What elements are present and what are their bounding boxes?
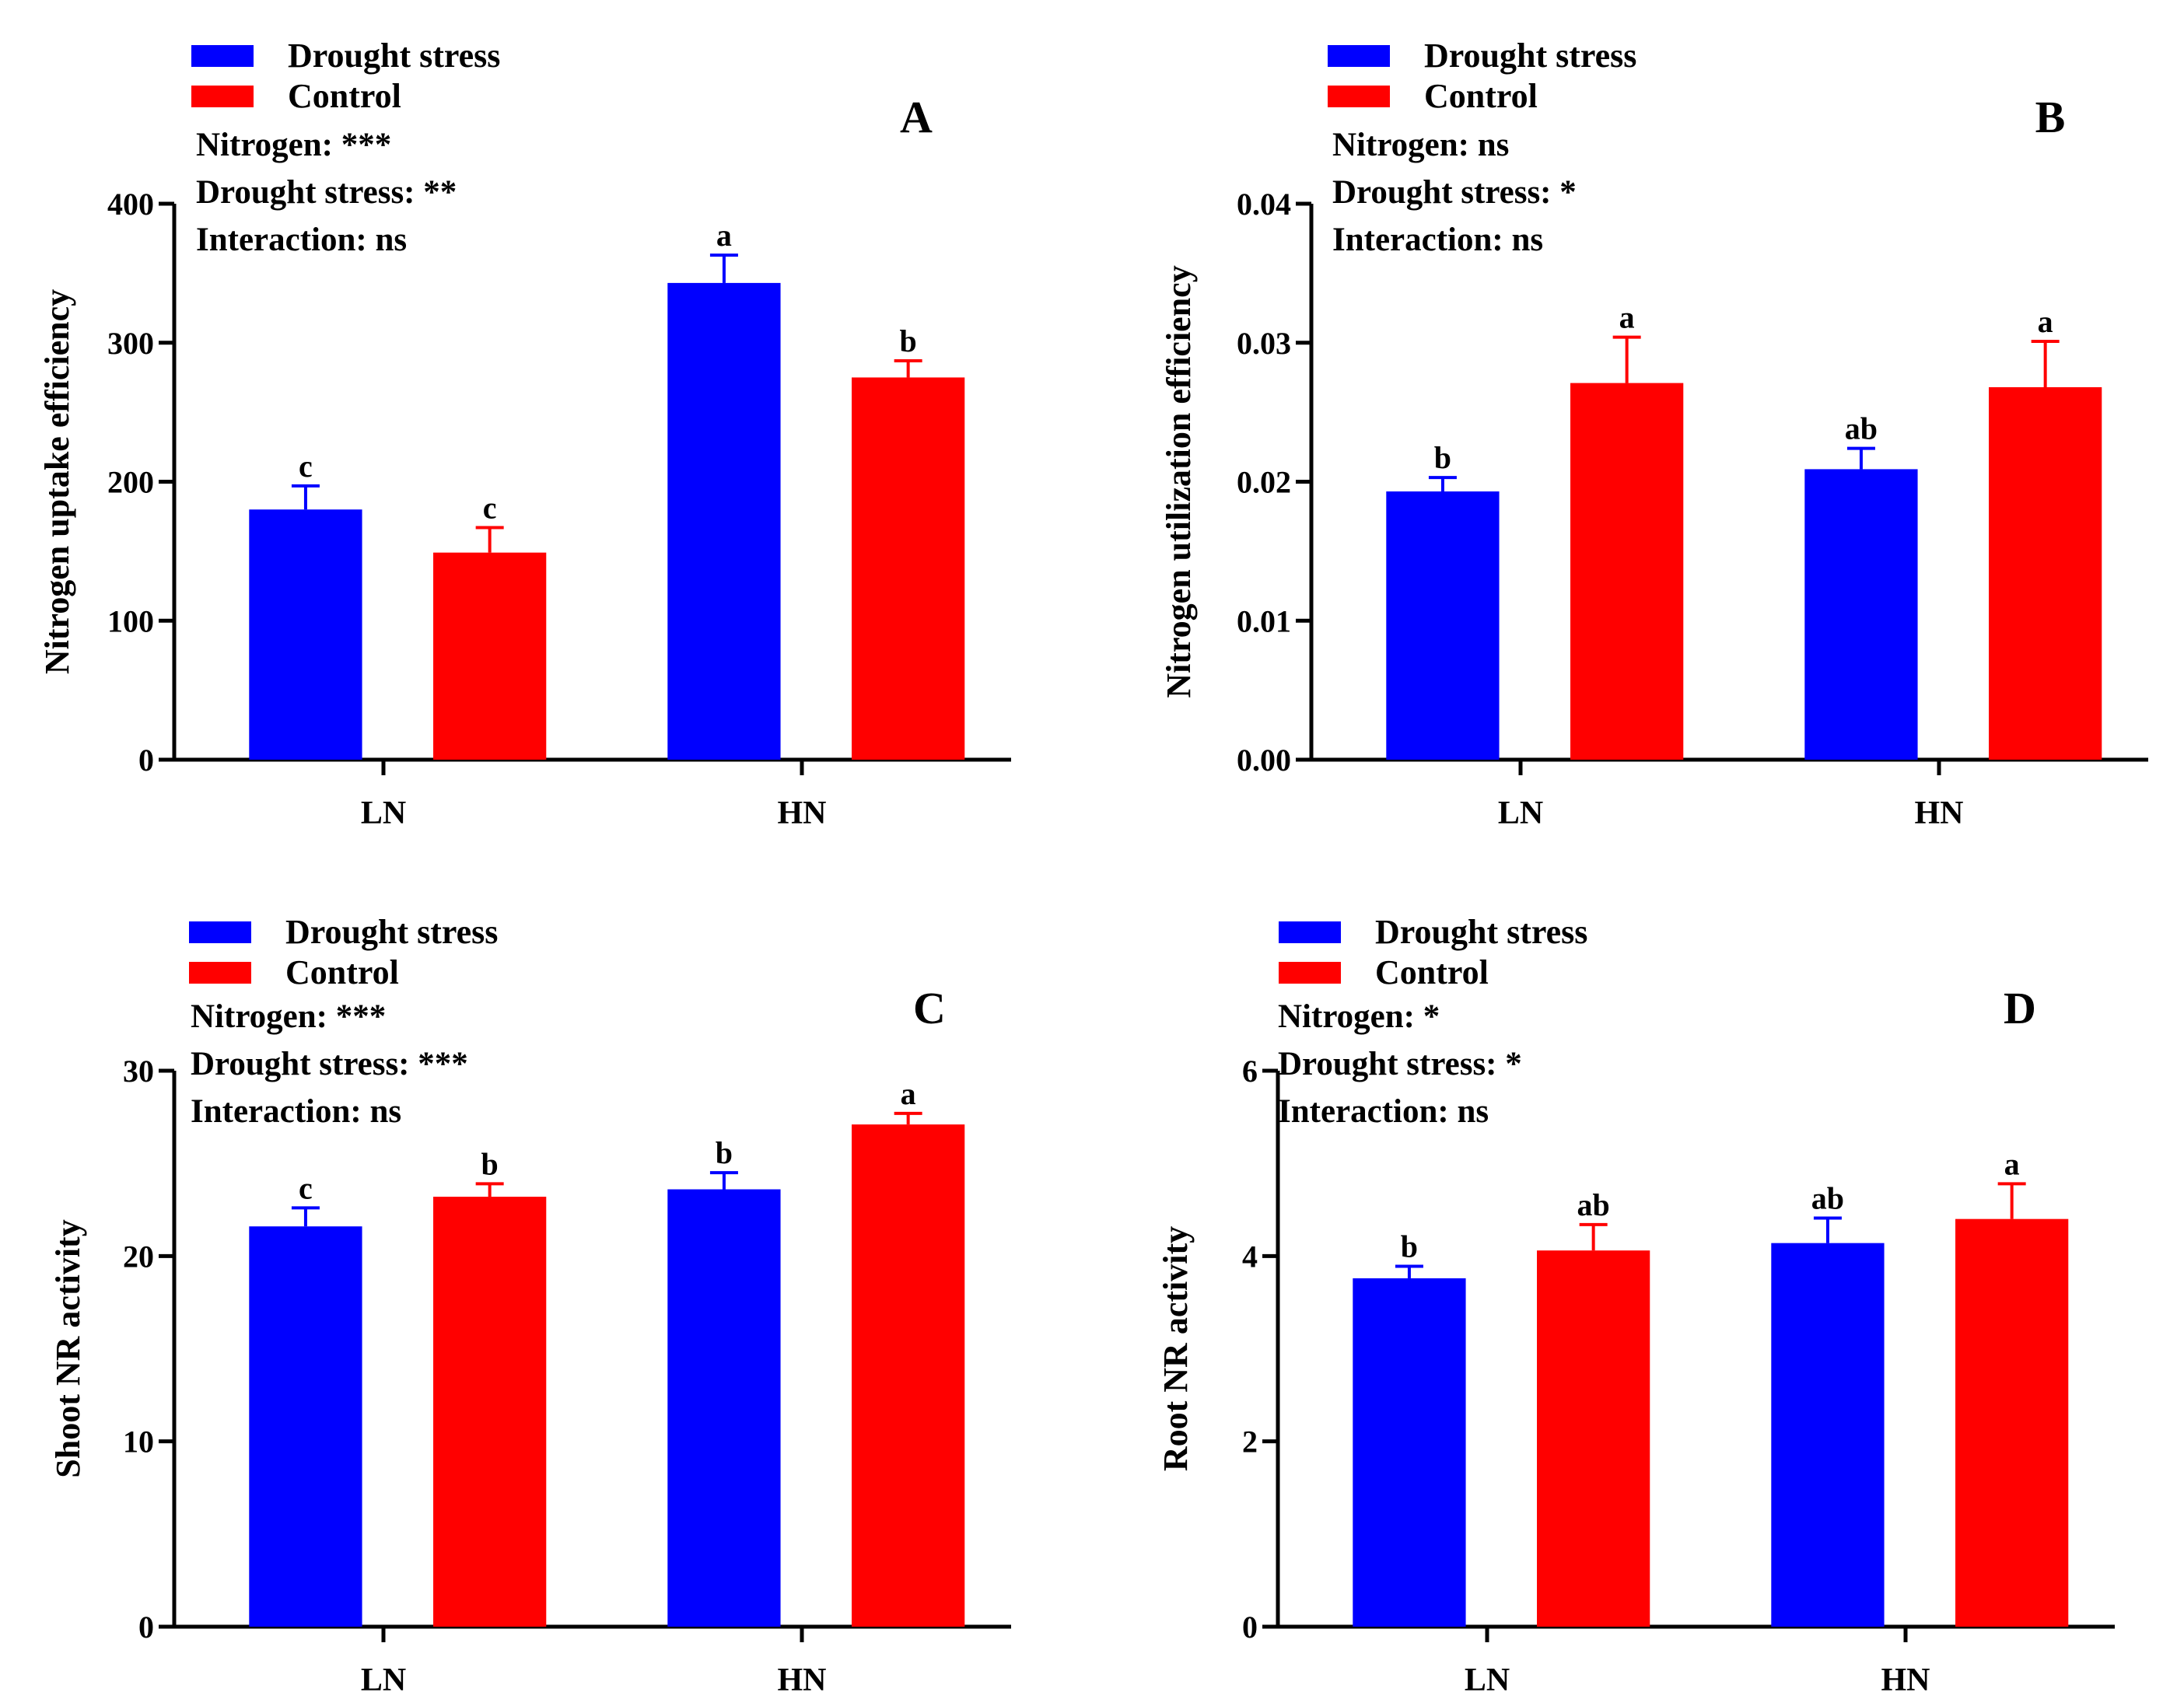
panel-d-letter: D <box>2004 983 2036 1033</box>
panel-c-legend-label: Control <box>285 953 399 991</box>
panel-a-category-label: HN <box>778 795 827 831</box>
panel-b-legend-swatch <box>1328 45 1390 67</box>
panel-d-legend-swatch <box>1279 962 1341 984</box>
panel-b-legend-label: Control <box>1424 77 1538 115</box>
panel-c-y-tick-label: 20 <box>123 1239 154 1274</box>
panel-d-legend-label: Control <box>1375 953 1489 991</box>
panel-d-y-tick-label: 4 <box>1242 1239 1258 1274</box>
panel-b-significance-letter: a <box>1619 300 1635 335</box>
panel-d-y-axis-title: Root NR activity <box>1157 1226 1195 1471</box>
panel-d-legend-label: Drought stress <box>1375 913 1587 951</box>
panel-a-bar <box>433 552 547 760</box>
panel-c-y-tick-label: 0 <box>138 1610 154 1645</box>
panel-d-significance-letter: b <box>1401 1229 1418 1264</box>
panel-a-y-tick-label: 100 <box>107 603 154 638</box>
panel-b-legend-label: Drought stress <box>1424 37 1636 75</box>
panel-a-significance-letter: c <box>299 449 313 484</box>
panel-b-bar <box>1989 386 2102 760</box>
panel-b-stat-line: Drought stress: * <box>1332 174 1577 211</box>
panel-d-significance-letter: a <box>2004 1146 2020 1181</box>
panel-b-significance-letter: ab <box>1845 411 1878 446</box>
panel-b-bar <box>1386 491 1500 760</box>
panel-b-category-label: LN <box>1498 795 1543 831</box>
panel-b-y-tick-label: 0.03 <box>1237 326 1291 361</box>
panel-c-letter: C <box>913 983 946 1033</box>
panel-c-legend-label: Drought stress <box>285 913 498 951</box>
panel-c-category-label: HN <box>778 1662 827 1698</box>
panel-d-stat-line: Interaction: ns <box>1278 1093 1489 1130</box>
panel-c-significance-letter: b <box>481 1146 499 1181</box>
panel-b-significance-letter: b <box>1434 440 1451 475</box>
panel-c-category-label: LN <box>361 1662 406 1698</box>
panel-d-category-label: LN <box>1465 1662 1510 1698</box>
panel-b-y-tick-label: 0.01 <box>1237 603 1291 638</box>
panel-b-stat-line: Nitrogen: ns <box>1332 127 1509 163</box>
panel-c-stat-line: Interaction: ns <box>191 1093 401 1130</box>
panel-a-stat-line: Drought stress: ** <box>196 174 457 211</box>
panel-d-significance-letter: ab <box>1811 1180 1844 1215</box>
panel-a-legend-label: Drought stress <box>288 37 500 75</box>
panel-a-y-axis-title: Nitrogen uptake efficiency <box>38 289 76 674</box>
panel-d-y-tick-label: 2 <box>1242 1425 1258 1460</box>
panel-b-bar <box>1570 383 1684 760</box>
panel-c-bar <box>433 1197 547 1627</box>
panel-a-legend-label: Control <box>288 77 401 115</box>
panel-b-bar <box>1804 469 1918 760</box>
panel-a-y-tick-label: 300 <box>107 326 154 361</box>
panel-d-y-tick-label: 6 <box>1242 1054 1258 1089</box>
panel-b-y-tick-label: 0.02 <box>1237 465 1291 500</box>
panel-b-category-label: HN <box>1915 795 1964 831</box>
panel-d-stat-line: Drought stress: * <box>1278 1046 1522 1082</box>
panel-d-y-tick-label: 0 <box>1242 1610 1258 1645</box>
panel-a-bar <box>667 282 781 760</box>
panel-d-legend-swatch <box>1279 921 1341 943</box>
panel-b-letter: B <box>2035 92 2066 142</box>
panel-c-legend-swatch <box>189 962 251 984</box>
panel-d-bar <box>1771 1243 1885 1627</box>
panel-c-legend-swatch <box>189 921 251 943</box>
panel-d-significance-letter: ab <box>1577 1187 1610 1222</box>
panel-b-legend-swatch <box>1328 86 1390 107</box>
panel-c-y-axis-title: Shoot NR activity <box>49 1219 87 1477</box>
panel-c-significance-letter: c <box>299 1170 313 1205</box>
panel-a-letter: A <box>900 92 933 142</box>
panel-d-bar <box>1955 1218 2069 1627</box>
panel-a-y-tick-label: 200 <box>107 465 154 500</box>
panel-d-stat-line: Nitrogen: * <box>1278 998 1440 1035</box>
panel-a-bar <box>249 509 362 760</box>
panel-c-bar <box>667 1189 781 1627</box>
panel-a-stat-line: Interaction: ns <box>196 222 407 258</box>
panel-a-legend-swatch <box>191 45 254 67</box>
panel-a-stat-line: Nitrogen: *** <box>196 127 391 163</box>
panel-a-significance-letter: b <box>900 323 917 358</box>
panel-c-bar <box>852 1124 965 1627</box>
panel-b-y-tick-label: 0.00 <box>1237 743 1291 778</box>
panel-c-significance-letter: b <box>716 1135 733 1170</box>
panel-c-y-tick-label: 30 <box>123 1054 154 1089</box>
panel-c-bar <box>249 1226 362 1627</box>
panel-b-stat-line: Interaction: ns <box>1332 222 1543 258</box>
panel-c-y-tick-label: 10 <box>123 1425 154 1460</box>
panel-b-significance-letter: a <box>2038 304 2053 339</box>
panel-a-significance-letter: a <box>716 218 732 253</box>
panel-a-significance-letter: c <box>483 490 497 525</box>
panel-a-category-label: LN <box>361 795 406 831</box>
panel-a-y-tick-label: 400 <box>107 187 154 222</box>
panel-a-y-tick-label: 0 <box>138 743 154 778</box>
panel-a-legend-swatch <box>191 86 254 107</box>
panel-d-bar <box>1353 1278 1466 1627</box>
panel-c-stat-line: Drought stress: *** <box>191 1046 468 1082</box>
panel-a-bar <box>852 377 965 760</box>
panel-b-y-axis-title: Nitrogen utilization efficiency <box>1160 265 1198 697</box>
panel-c-stat-line: Nitrogen: *** <box>191 998 386 1035</box>
panel-b-y-tick-label: 0.04 <box>1237 187 1291 222</box>
panel-c-significance-letter: a <box>901 1076 916 1111</box>
panel-d-category-label: HN <box>1881 1662 1930 1698</box>
panel-d-bar <box>1537 1250 1650 1627</box>
